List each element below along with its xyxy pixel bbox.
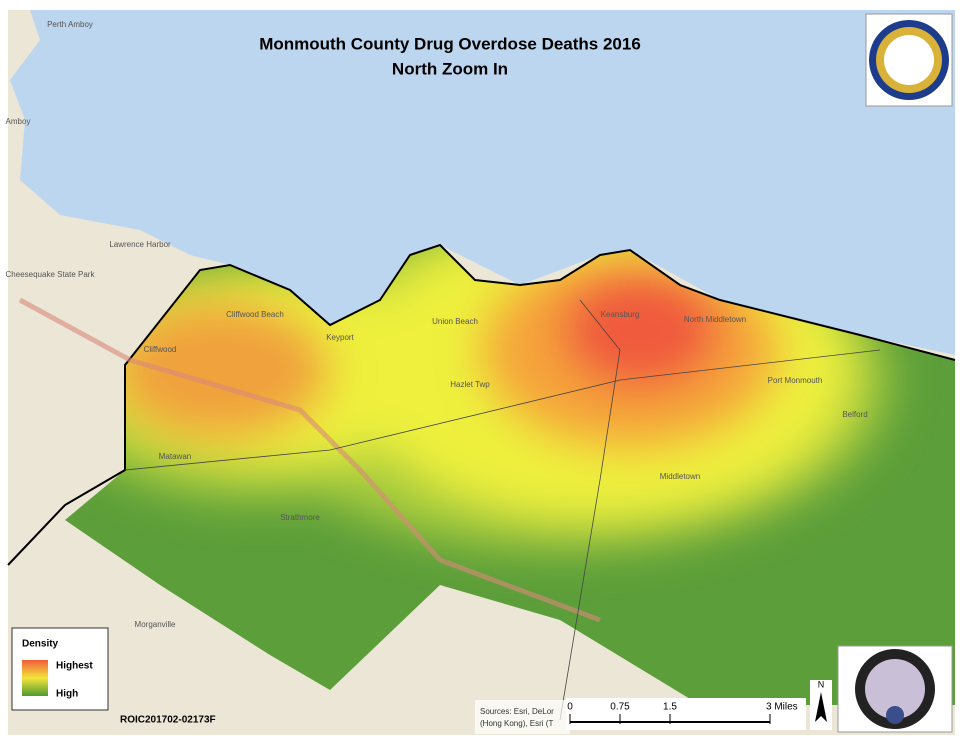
place-label: Cliffwood Beach xyxy=(226,310,284,319)
subtitle: North Zoom In xyxy=(392,59,508,78)
place-label: Perth Amboy xyxy=(47,20,93,29)
place-label: Keyport xyxy=(326,333,354,342)
sources: (Hong Kong), Esri (T xyxy=(480,719,553,728)
place-label: Middletown xyxy=(660,472,700,481)
county-boundary xyxy=(7,243,956,566)
legend-low: High xyxy=(56,689,78,700)
title: Monmouth County Drug Overdose Deaths 201… xyxy=(259,34,641,53)
sources-bg xyxy=(475,700,570,734)
parkway xyxy=(18,297,601,623)
place-label: Hazlet Twp xyxy=(450,380,490,389)
place-label: Union Beach xyxy=(432,317,478,326)
legend: Density Highest High xyxy=(11,627,109,711)
scale-label: 1.5 xyxy=(663,702,677,713)
place-label: Cliffwood xyxy=(144,345,177,354)
municipal-lines xyxy=(124,299,881,721)
scale-label: 3 Miles xyxy=(766,702,798,713)
place-label: Strathmore xyxy=(280,513,320,522)
sources: Sources: Esri, DeLor xyxy=(480,707,554,716)
place-label: Cheesequake State Park xyxy=(6,270,96,279)
place-label: Keansburg xyxy=(601,310,640,319)
map-id: ROIC201702-02173F xyxy=(120,715,216,726)
north-label: N xyxy=(818,679,825,689)
place-label: Morganville xyxy=(135,620,176,629)
place-label: Belford xyxy=(842,410,867,419)
north-arrow: N xyxy=(810,679,832,730)
scale-bar: 0 0.75 1.5 3 Miles xyxy=(566,698,806,730)
scale-label: 0 xyxy=(567,702,573,713)
place-label: Amboy xyxy=(6,117,31,126)
water xyxy=(10,10,955,355)
place-label: Lawrence Harbor xyxy=(109,240,171,249)
legend-title: Density xyxy=(22,639,59,650)
place-label: Port Monmouth xyxy=(768,376,823,385)
legend-high: Highest xyxy=(56,661,93,672)
scale-label: 0.75 xyxy=(610,702,630,713)
prosecutor-logo xyxy=(865,13,953,107)
place-label: North Middletown xyxy=(684,315,746,324)
place-label: Matawan xyxy=(159,452,191,461)
dmi-logo xyxy=(837,645,953,733)
